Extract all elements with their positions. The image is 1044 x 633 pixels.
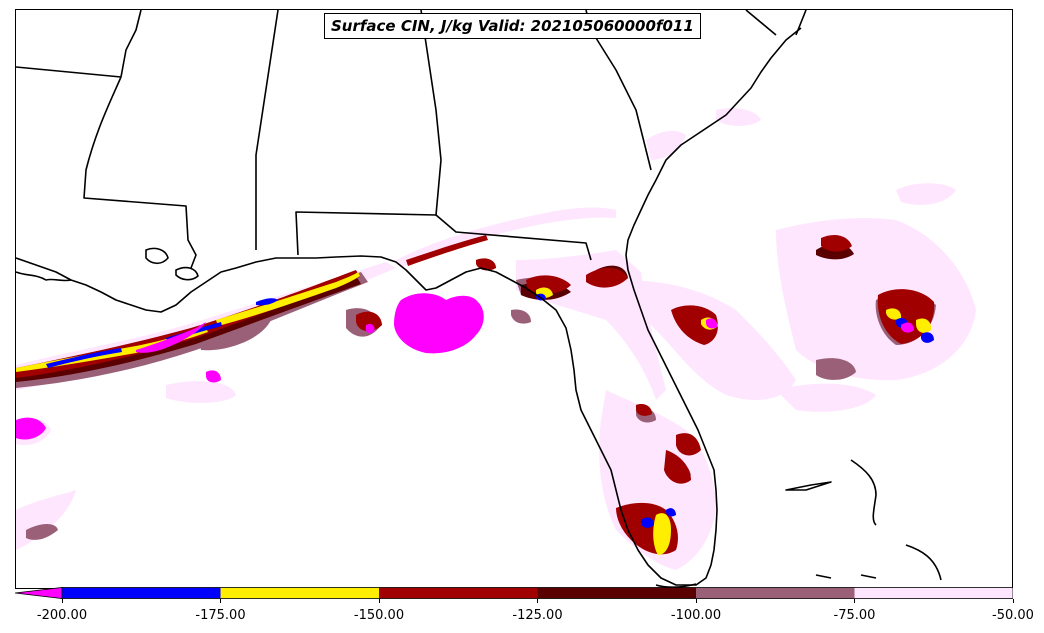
colorbar-tick-label: -175.00	[195, 608, 246, 623]
colorbar-tick-label: -75.00	[833, 608, 876, 623]
cin-map	[16, 10, 976, 588]
map-panel	[15, 9, 1013, 589]
colorbar-segment	[220, 587, 379, 599]
colorbar-tick	[61, 599, 63, 603]
cin-band-lt-200	[16, 293, 914, 440]
colorbar-tick-label: -50.00	[992, 608, 1034, 623]
colorbar-segment	[854, 587, 1013, 599]
colorbar-outline	[61, 587, 1013, 599]
colorbar-tick	[854, 599, 855, 603]
map-title-text: Surface CIN, J/kg Valid: 202105060000f01…	[331, 17, 694, 35]
map-title: Surface CIN, J/kg Valid: 202105060000f01…	[324, 13, 701, 39]
colorbar-extend-triangle	[15, 587, 63, 599]
colorbar-segment	[379, 587, 538, 599]
colorbar-segment	[696, 587, 855, 599]
colorbar-tick	[1012, 599, 1014, 603]
coastlines-and-borders	[16, 10, 942, 588]
colorbar-tick-label: -100.00	[670, 608, 722, 623]
colorbar-tick	[378, 599, 380, 603]
colorbar-tick	[537, 599, 538, 603]
colorbar-tick	[220, 599, 221, 603]
colorbar-tick-label: -150.00	[353, 608, 405, 623]
colorbar-segment	[537, 587, 696, 599]
colorbar	[15, 587, 1013, 599]
colorbar-tick-label: -200.00	[36, 608, 88, 623]
colorbar-segment	[62, 587, 221, 599]
colorbar-tick	[695, 599, 697, 603]
colorbar-tick-label: -125.00	[512, 608, 563, 623]
